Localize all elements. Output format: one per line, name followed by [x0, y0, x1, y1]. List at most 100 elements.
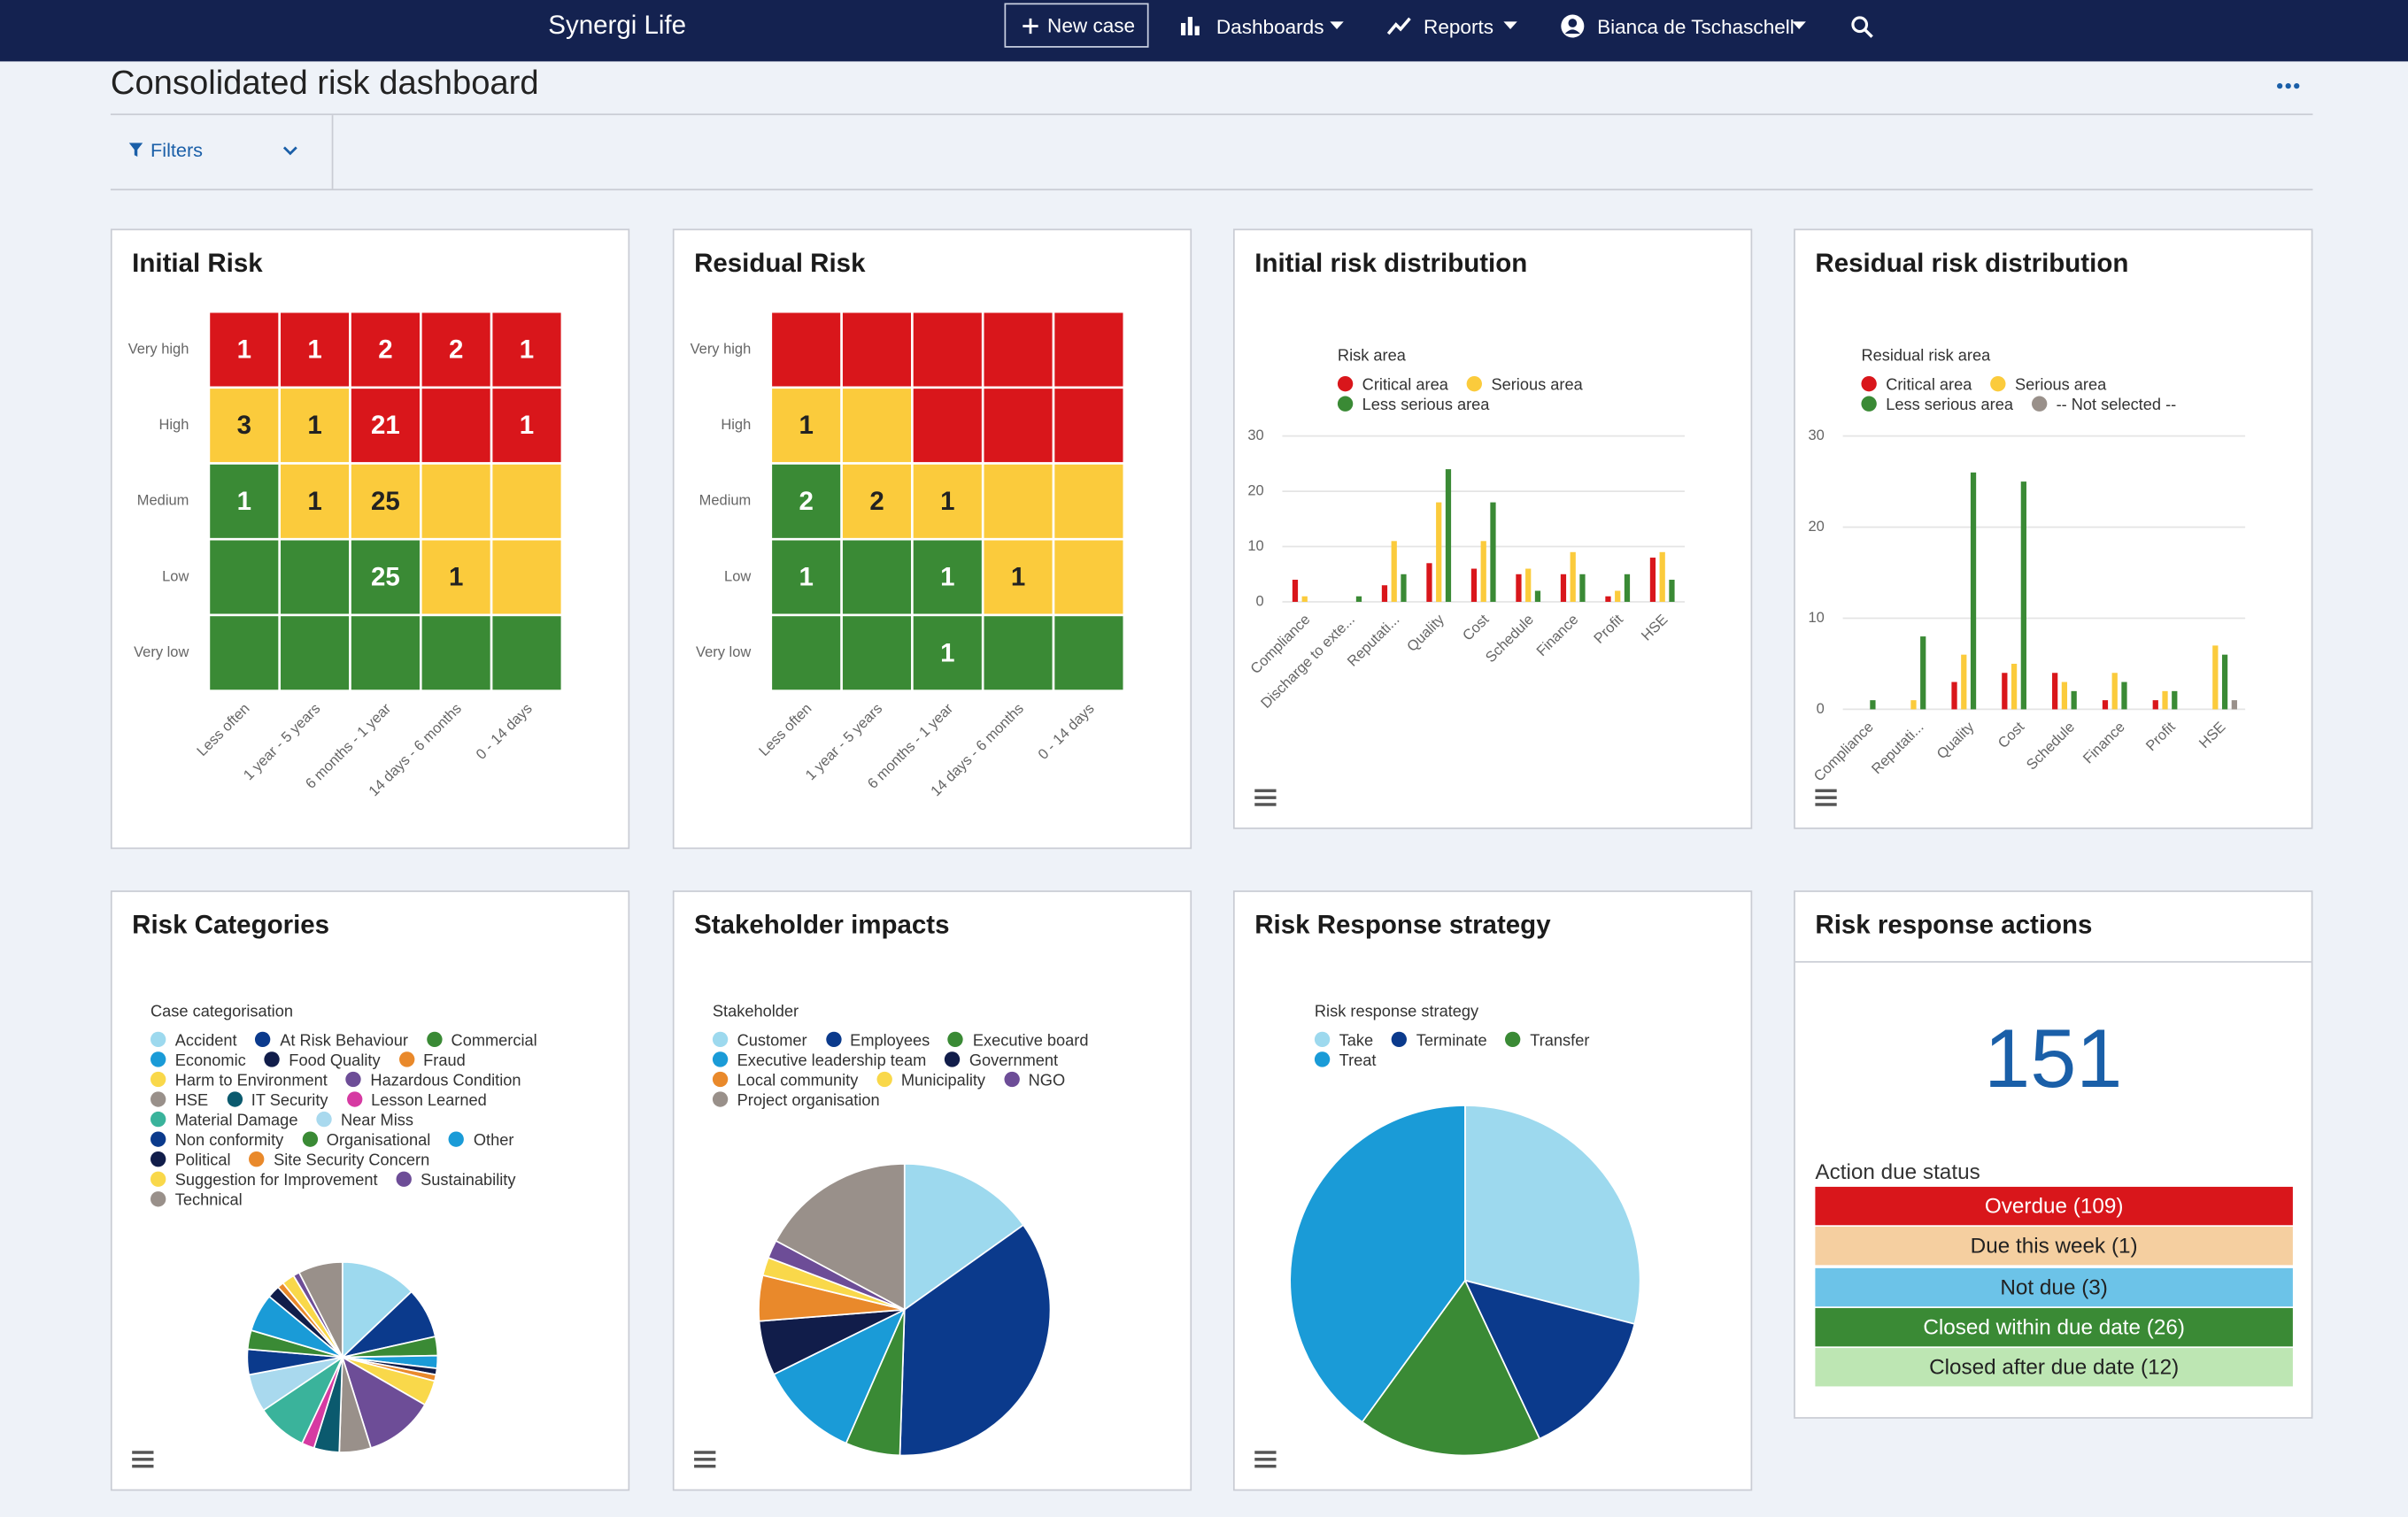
heat-cell: [490, 462, 564, 541]
x-tick-label: Cost: [1995, 719, 2028, 751]
legend-swatch: [1391, 1031, 1408, 1048]
legend-item: Site Security Concern: [249, 1151, 429, 1172]
heat-cell: [1052, 537, 1126, 617]
legend-item: Serious area: [1990, 376, 2106, 397]
pie-slice: [341, 1261, 413, 1359]
legend-item: Local community: [712, 1071, 858, 1092]
legend-label: Critical area: [1886, 376, 1972, 395]
row-label: Very high: [691, 341, 752, 357]
legend-item: Harm to Environment: [150, 1071, 328, 1092]
legend-swatch: [948, 1031, 964, 1048]
bar: [2011, 663, 2018, 710]
cell-label: 1: [799, 563, 814, 592]
heat-cell: [840, 386, 914, 465]
pie-slice: [297, 1261, 343, 1358]
legend: Risk response strategy Take Terminate Trans…: [1314, 1003, 1668, 1072]
legend: Case categorisation Accident At Risk Behav…: [150, 1003, 565, 1212]
legend-item: Government: [945, 1051, 1058, 1072]
legend-item: Customer: [712, 1031, 807, 1052]
top-nav: Synergi Life New case Dashboards Reports…: [0, 0, 2408, 62]
cell-label: 1: [1011, 563, 1025, 592]
legend-label: Executive board: [972, 1031, 1089, 1051]
bar: [2172, 690, 2178, 710]
bar: [1570, 551, 1576, 603]
cell-label: 1: [307, 411, 321, 440]
column-label: 0 - 14 days: [473, 701, 535, 763]
x-tick-label: Finance: [2080, 719, 2128, 766]
bar: [2152, 700, 2158, 710]
cell-label: 1: [449, 563, 463, 592]
brand[interactable]: Synergi Life: [548, 11, 687, 41]
status-title: Action due status: [1815, 1159, 1980, 1184]
legend-item: -- Not selected --: [2031, 396, 2177, 417]
legend-item: Material Damage: [150, 1111, 297, 1132]
legend-item: Executive leadership team: [712, 1051, 926, 1072]
legend-item: Suggestion for Improvement: [150, 1171, 378, 1192]
heat-cell: [349, 462, 422, 541]
cell-label: 2: [869, 487, 884, 516]
reports-menu[interactable]: Reports: [1424, 15, 1494, 39]
legend-label: Harm to Environment: [174, 1071, 328, 1090]
legend-label: Accident: [174, 1031, 237, 1051]
status-bar: Due this week (1): [1815, 1227, 2293, 1266]
more-menu[interactable]: [2276, 81, 2301, 90]
row-label: High: [158, 417, 189, 433]
heat-cell: [1052, 613, 1126, 692]
pie-slice: [341, 1355, 427, 1450]
user-menu[interactable]: Bianca de Tschaschell: [1597, 15, 1794, 39]
legend-label: Less serious area: [1886, 396, 2013, 415]
legend-item: Fraud: [398, 1051, 466, 1072]
filters-toggle[interactable]: Filters: [150, 139, 204, 162]
menu-icon-bar: [132, 1451, 154, 1454]
heat-cell: [1052, 310, 1126, 389]
heat-cell: [490, 310, 564, 389]
legend-swatch: [1314, 1051, 1331, 1067]
pie-slice: [775, 1163, 906, 1312]
menu-icon-bar: [132, 1464, 154, 1468]
bar: [1659, 551, 1665, 603]
legend-item: Less serious area: [1861, 396, 2013, 417]
bar: [1470, 568, 1478, 603]
legend-label: -- Not selected --: [2056, 396, 2177, 415]
legend-label: Other: [473, 1131, 514, 1151]
legend-swatch: [150, 1191, 166, 1207]
legend-item: Project organisation: [712, 1091, 880, 1112]
pie-slice: [1361, 1279, 1541, 1457]
legend-swatch: [1314, 1031, 1331, 1048]
action-total: 151: [1984, 1013, 2123, 1105]
heat-cell: [911, 386, 984, 465]
legend-label: IT Security: [251, 1091, 328, 1111]
legend-label: Serious area: [1491, 376, 1583, 395]
y-tick-label: 0: [1255, 593, 1263, 609]
card-title: Residual Risk: [694, 249, 866, 278]
legend-item: Terminate: [1391, 1031, 1487, 1052]
heat-cell: [840, 310, 914, 389]
bar: [1391, 541, 1397, 603]
cell-label: 1: [799, 411, 814, 440]
bar: [1961, 654, 1967, 710]
legend-swatch: [227, 1091, 243, 1107]
x-tick-label: Quality: [1933, 719, 1978, 763]
legend-swatch: [712, 1051, 729, 1067]
dashboards-menu[interactable]: Dashboards: [1216, 15, 1324, 39]
legend-item: Hazardous Condition: [345, 1071, 521, 1092]
new-case-button[interactable]: New case: [1004, 3, 1149, 48]
legend-item: Commercial: [426, 1031, 537, 1052]
bar: [1534, 590, 1541, 603]
x-tick-label: Finance: [1533, 612, 1581, 659]
divider: [1794, 960, 2312, 963]
row-label: High: [721, 417, 751, 433]
bar: [1426, 563, 1432, 603]
legend-item: At Risk Behaviour: [255, 1031, 408, 1052]
heat-cell: [1052, 462, 1126, 541]
bar: [1920, 636, 1926, 710]
cell-label: 1: [307, 487, 321, 516]
bar: [1910, 700, 1917, 710]
legend-item: Accident: [150, 1031, 237, 1052]
search-button[interactable]: [1850, 15, 1873, 38]
cell-label: 25: [371, 487, 400, 516]
legend-label: Critical area: [1362, 376, 1448, 395]
x-tick-label: Profit: [1591, 612, 1626, 647]
menu-icon-bar: [1254, 796, 1277, 799]
heat-cell: [981, 613, 1055, 692]
